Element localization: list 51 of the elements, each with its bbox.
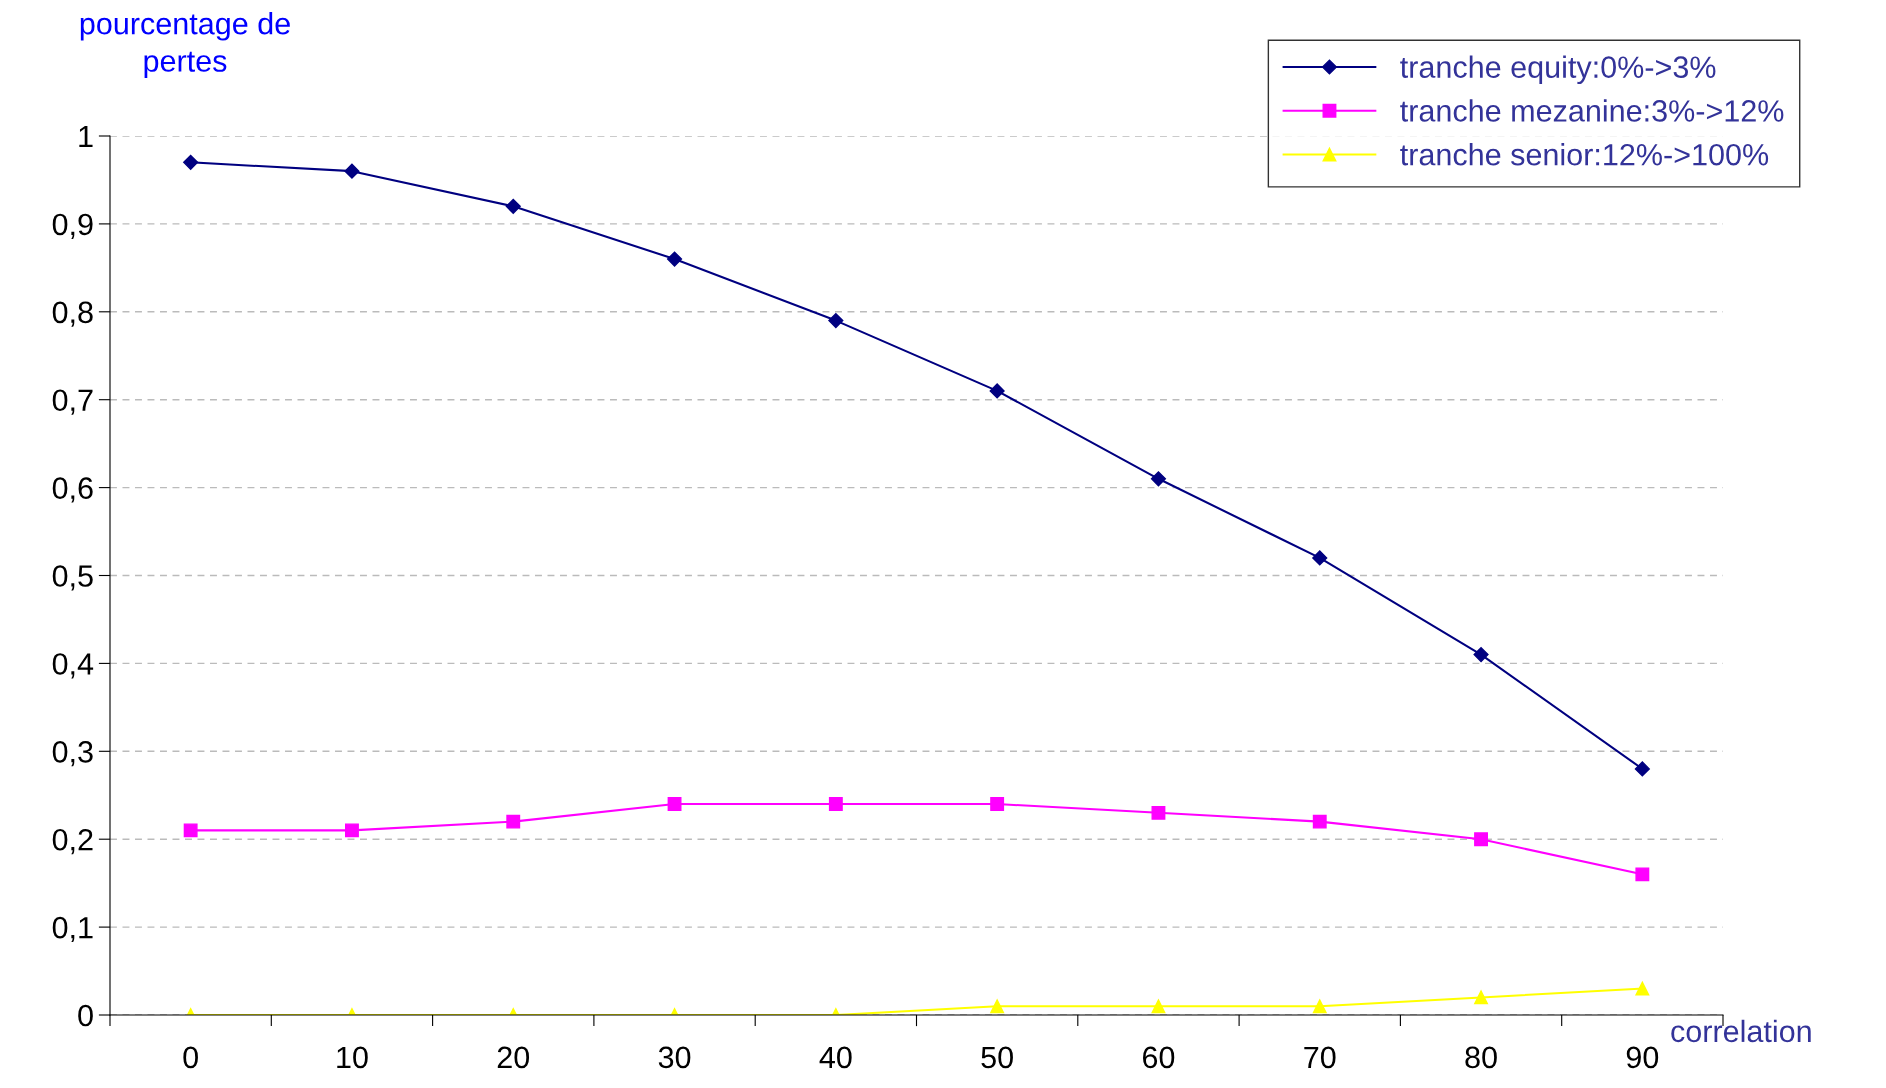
point (506, 814, 521, 829)
point (505, 198, 521, 214)
point (345, 823, 359, 838)
x-axis-title: correlation (1671, 1019, 1811, 1043)
point (667, 797, 682, 811)
x-tick-label: 30 (658, 1046, 691, 1069)
x-tick-label: 10 (337, 1046, 368, 1069)
point (989, 383, 1005, 399)
point (990, 999, 1005, 1014)
point (1312, 814, 1327, 829)
y-tick-label: 0,4 (52, 653, 94, 679)
y-axis-title: pourcentage de pertes (80, 12, 290, 78)
point (1635, 867, 1650, 882)
y-tick-label: 0,8 (52, 301, 93, 327)
point (1473, 647, 1489, 663)
point (1634, 761, 1650, 777)
legend-label: tranche equity:0%->3% (1400, 55, 1716, 85)
legend-label: tranche senior:12%->100% (1400, 143, 1769, 166)
y-tick-label: 0,7 (52, 389, 93, 415)
y-tick-label: 0,2 (52, 828, 93, 855)
point (1312, 550, 1328, 566)
point (1151, 805, 1166, 820)
x-tick-label: 20 (497, 1046, 530, 1069)
y-tick-label: 0 (78, 1004, 93, 1027)
y-tick-label: 0,1 (52, 916, 93, 943)
y-tick-label: 0,5 (52, 565, 93, 591)
point (1474, 832, 1489, 847)
point (666, 251, 683, 267)
point (990, 797, 1005, 811)
point (1150, 471, 1167, 487)
y-tick-label: 0,9 (52, 213, 93, 239)
point (183, 154, 199, 170)
point (1312, 999, 1327, 1014)
x-tick-label: 70 (1304, 1046, 1336, 1069)
y-tick-label: 0,6 (52, 477, 93, 503)
point (828, 797, 843, 811)
point (183, 823, 198, 838)
x-tick-label: 90 (1626, 1046, 1659, 1069)
point (828, 313, 844, 329)
x-tick-label: 50 (981, 1046, 1013, 1069)
point (1151, 999, 1166, 1014)
point (1635, 981, 1650, 996)
x-tick-label: 40 (819, 1046, 852, 1069)
point (1474, 990, 1489, 1005)
x-tick-label: 0 (183, 1046, 198, 1069)
y-tick-label: 0,3 (52, 741, 93, 767)
x-tick-label: 80 (1465, 1046, 1497, 1069)
legend-label: tranche mezanine:3%->12% (1400, 99, 1784, 122)
x-tick-label: 60 (1143, 1046, 1175, 1069)
y-tick-label: 1 (79, 126, 93, 148)
point (344, 163, 360, 179)
